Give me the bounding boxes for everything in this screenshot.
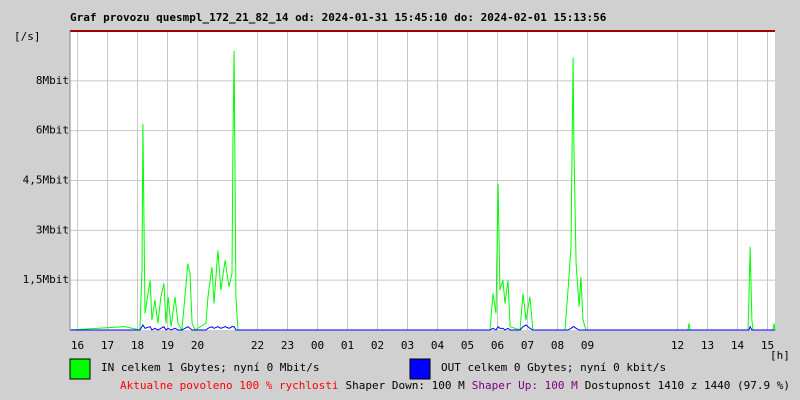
x-tick-label: 03 <box>401 339 414 352</box>
x-tick-label: 04 <box>431 339 445 352</box>
series-line <box>70 324 775 331</box>
y-tick-label: 3Mbit <box>36 223 69 236</box>
legend-label: IN celkem 1 Gbytes; nyní 0 Mbit/s <box>101 361 320 374</box>
x-tick-label: 09 <box>581 339 594 352</box>
x-tick-label: 18 <box>131 339 144 352</box>
footer-item: Aktualne povoleno 100 % rychlosti <box>120 379 339 392</box>
legend-swatch <box>409 358 431 380</box>
footer-item: Dostupnost 1410 z 1440 (97.9 %) <box>585 379 790 392</box>
x-tick-label: 16 <box>71 339 84 352</box>
footer: Aktualne povoleno 100 % rychlosti Shaper … <box>120 379 790 392</box>
legend-swatch <box>69 358 91 380</box>
x-tick-label: 14 <box>731 339 745 352</box>
plot <box>69 50 776 332</box>
x-tick-label: 23 <box>281 339 294 352</box>
y-axis-label: [/s] <box>14 30 41 43</box>
x-tick-label: 05 <box>461 339 474 352</box>
x-tick-label: 02 <box>371 339 384 352</box>
x-tick-label: 07 <box>521 339 534 352</box>
x-tick-label: 08 <box>551 339 564 352</box>
chart-title: Graf provozu quesmpl_172_21_82_14 od: 20… <box>70 11 607 24</box>
x-tick-label: 17 <box>101 339 114 352</box>
y-tick-label: 4,5Mbit <box>23 174 69 187</box>
x-tick-label: 00 <box>311 339 324 352</box>
y-tick-label: 8Mbit <box>36 74 69 87</box>
x-tick-label: 22 <box>251 339 264 352</box>
y-tick-label: 6Mbit <box>36 124 69 137</box>
legend-label: OUT celkem 0 Gbytes; nyní 0 kbit/s <box>441 361 666 374</box>
x-tick-label: 20 <box>191 339 204 352</box>
grid <box>70 31 775 330</box>
x-tick-label: 15 <box>761 339 774 352</box>
x-tick-label: 12 <box>671 339 684 352</box>
x-tick-label: 19 <box>161 339 174 352</box>
footer-item: Shaper Down: 100 M <box>346 379 466 392</box>
legend: IN celkem 1 Gbytes; nyní 0 Mbit/s OUT cel… <box>69 358 666 380</box>
x-tick-label: 01 <box>341 339 354 352</box>
x-tick-label: 13 <box>701 339 714 352</box>
y-tick-label: 1,5Mbit <box>23 273 69 286</box>
x-tick-label: 06 <box>491 339 504 352</box>
footer-item: Shaper Up: 100 M <box>472 379 578 392</box>
x-axis-label: [h] <box>770 349 790 362</box>
